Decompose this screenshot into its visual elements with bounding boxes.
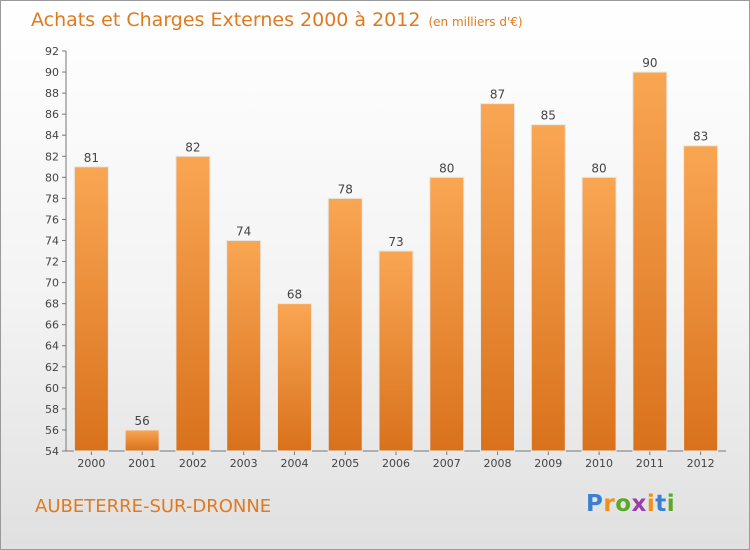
y-tick-label: 68 (45, 298, 59, 311)
y-tick-label: 88 (45, 87, 59, 100)
y-tick-label: 78 (45, 192, 59, 205)
bar-2011 (632, 71, 668, 452)
x-tick-label-2005: 2005 (331, 457, 359, 470)
y-tick-label: 80 (45, 171, 59, 184)
y-tick-label: 62 (45, 361, 59, 374)
bar-2007 (429, 176, 465, 452)
x-tick-label-2008: 2008 (484, 457, 512, 470)
data-label-2011: 90 (642, 56, 657, 70)
y-tick-label: 74 (45, 234, 59, 247)
bar-2002 (175, 155, 211, 452)
x-tick-label-2004: 2004 (280, 457, 308, 470)
x-tick-label-2007: 2007 (433, 457, 461, 470)
bar-2012 (683, 145, 719, 452)
data-label-2008: 87 (490, 88, 505, 102)
data-label-2003: 74 (236, 224, 251, 238)
logo-letter-t: t (655, 491, 667, 517)
data-label-2006: 73 (388, 235, 403, 249)
y-tick-label: 92 (45, 45, 59, 58)
city-name: AUBETERRE-SUR-DRONNE (35, 496, 272, 517)
x-tick-label-2012: 2012 (687, 457, 715, 470)
bar-2005 (327, 197, 363, 452)
y-tick-label: 76 (45, 213, 59, 226)
data-label-2005: 78 (338, 182, 353, 196)
x-tick-label-2001: 2001 (128, 457, 156, 470)
data-label-2001: 56 (135, 414, 150, 428)
bar-2001 (124, 429, 160, 452)
x-tick-label-2011: 2011 (636, 457, 664, 470)
chart-subtitle: (en milliers d'€) (428, 15, 523, 29)
y-tick-label: 56 (45, 424, 59, 437)
y-tick-label: 60 (45, 382, 59, 395)
data-label-2012: 83 (693, 130, 708, 144)
data-label-2009: 85 (541, 109, 556, 123)
y-tick-label: 82 (45, 150, 59, 163)
y-tick-label: 58 (45, 403, 59, 416)
bar-2004 (276, 303, 312, 452)
y-tick-label: 64 (45, 340, 59, 353)
data-label-2010: 80 (591, 161, 606, 175)
proxiti-logo: Proxiti (586, 491, 675, 517)
y-tick-label: 66 (45, 319, 59, 332)
logo-letter-p: P (586, 491, 604, 517)
data-label-2002: 82 (185, 140, 200, 154)
x-tick-label-2010: 2010 (585, 457, 613, 470)
bar-2010 (581, 176, 617, 452)
logo-letter-i1: i (646, 491, 656, 517)
y-tick-label: 86 (45, 108, 59, 121)
data-label-2007: 80 (439, 161, 454, 175)
bar-layer: 81 56 82 74 68 78 73 80 87 85 80 90 83 (73, 56, 719, 452)
chart-title-text: Achats et Charges Externes 2000 à 2012 (31, 9, 421, 31)
bar-2008 (480, 103, 516, 452)
y-tick-label: 70 (45, 277, 59, 290)
data-label-2000: 81 (84, 151, 99, 165)
bar-2006 (378, 250, 414, 452)
x-tick-label-2006: 2006 (382, 457, 410, 470)
data-label-2004: 68 (287, 288, 302, 302)
bar-2003 (226, 239, 262, 452)
logo-letter-x: x (631, 491, 647, 517)
y-tick-label: 84 (45, 129, 59, 142)
y-tick-label: 72 (45, 256, 59, 269)
x-tick-label-2009: 2009 (534, 457, 562, 470)
logo-letter-i2: i (666, 491, 676, 517)
x-tick-label-2002: 2002 (179, 457, 207, 470)
y-tick-label: 54 (45, 445, 59, 458)
logo-letter-r: r (603, 491, 616, 517)
x-tick-label-2000: 2000 (77, 457, 105, 470)
x-tick-label-2003: 2003 (230, 457, 258, 470)
bar-2000 (73, 166, 109, 452)
logo-letter-o: o (615, 491, 632, 517)
chart-title: Achats et Charges Externes 2000 à 2012 (e… (31, 9, 523, 31)
y-tick-label: 90 (45, 66, 59, 79)
bar-2009 (530, 124, 566, 452)
